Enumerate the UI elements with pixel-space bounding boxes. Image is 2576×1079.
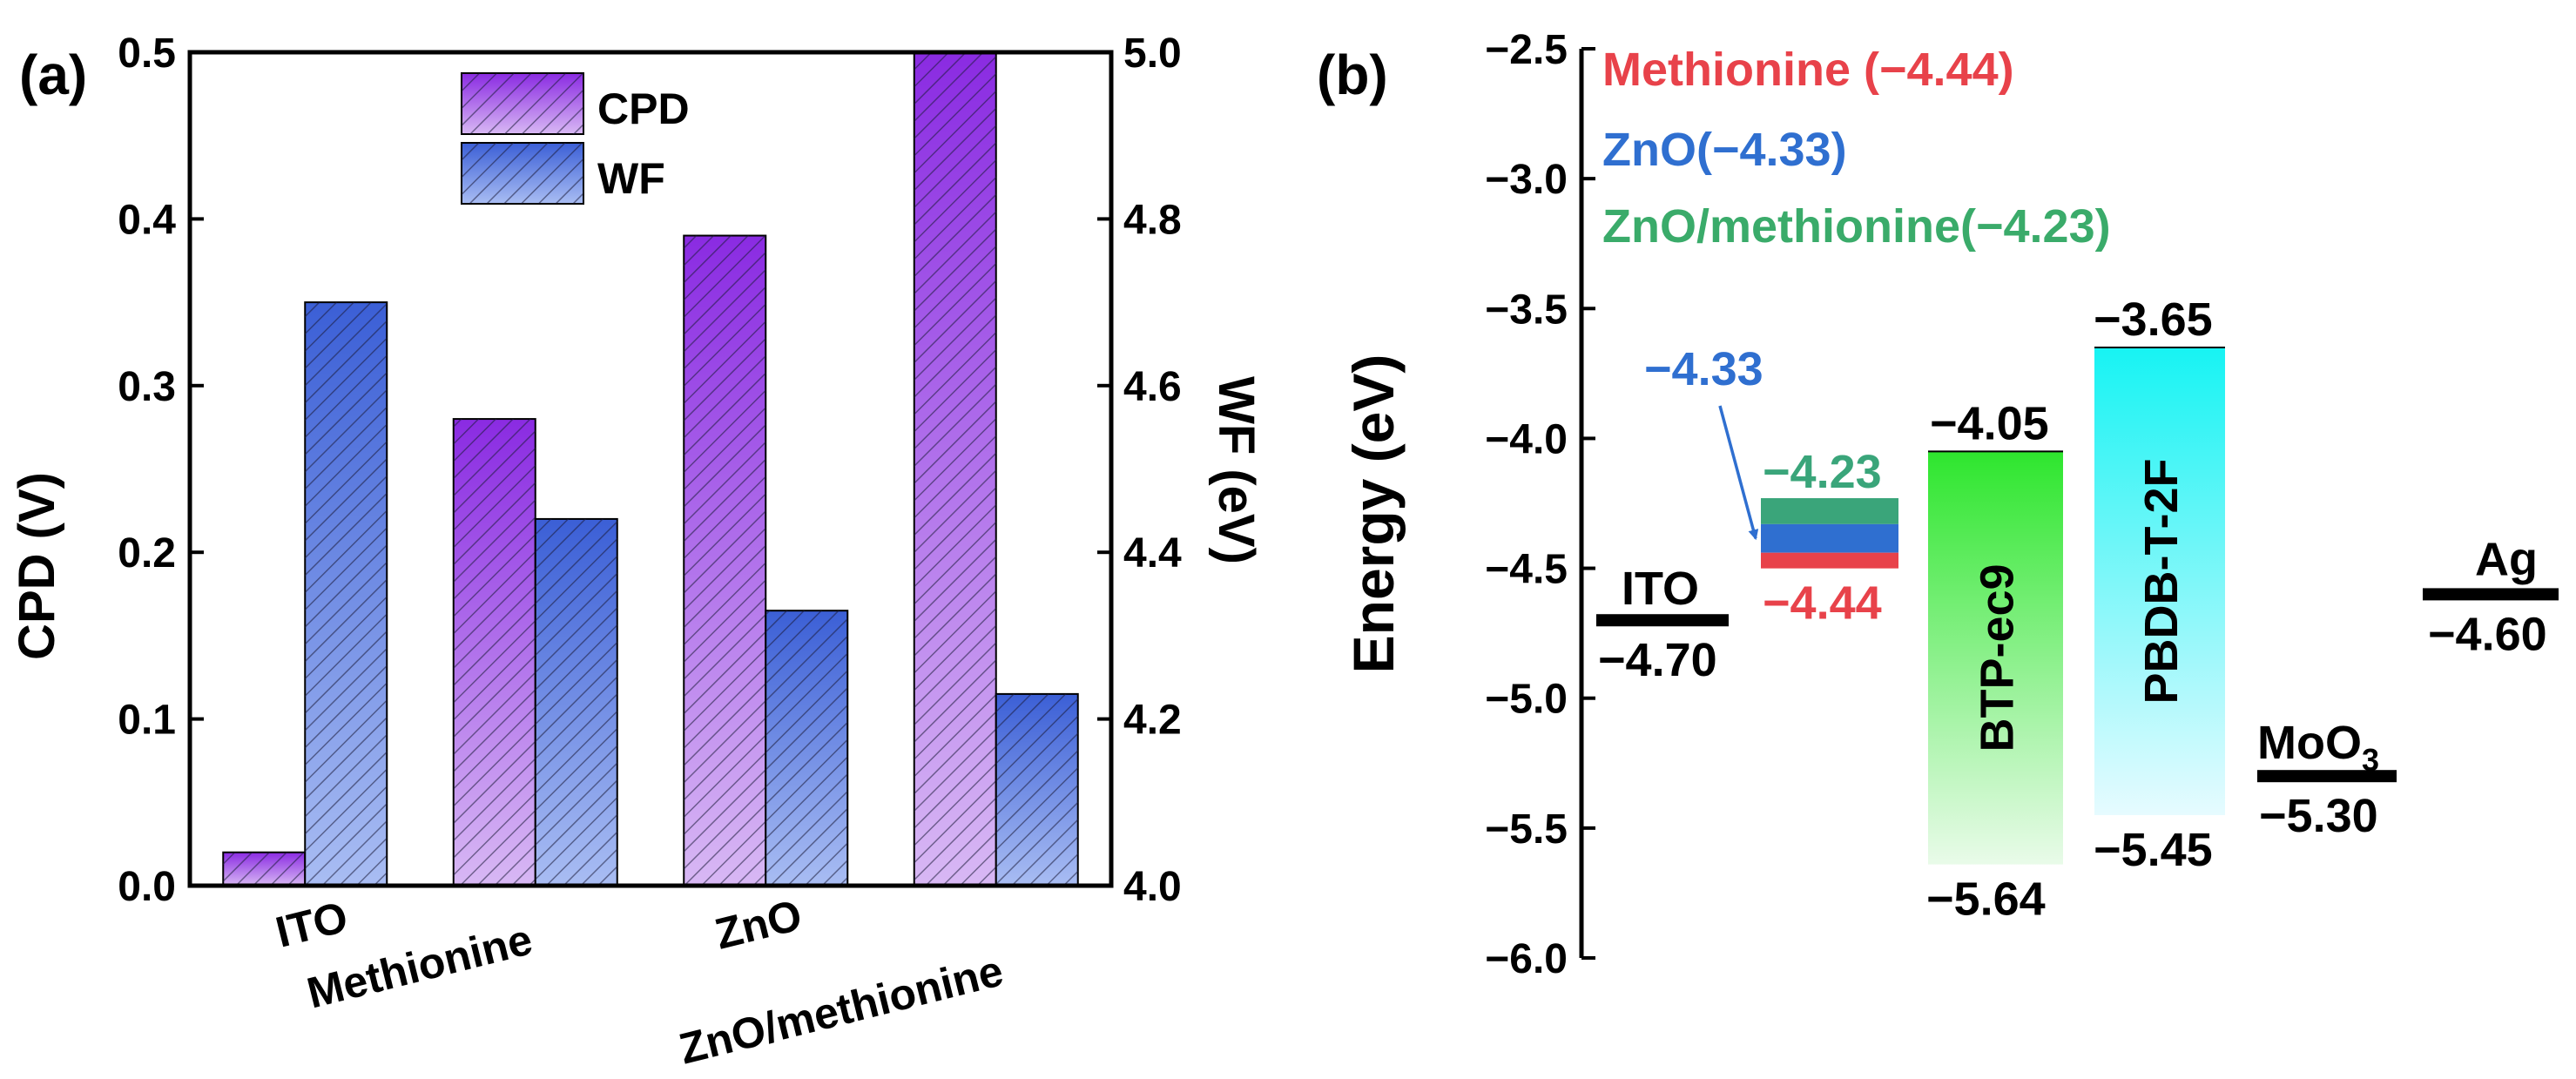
level-value-moo3: −5.30 bbox=[2259, 790, 2378, 842]
legend-entry-methionine-4-44: Methionine (−4.44) bbox=[1602, 44, 2014, 96]
band-name-btp-ec9: BTP-ec9 bbox=[1972, 563, 2024, 752]
cpd-tick-label: 0.1 bbox=[118, 698, 176, 744]
bar-wf-hatch bbox=[535, 518, 617, 886]
stack-layer-zno bbox=[1761, 523, 1898, 553]
legend-entry-zno-4-33: ZnO(−4.33) bbox=[1602, 124, 1847, 176]
energy-tick-label: −6.0 bbox=[1485, 936, 1568, 982]
category-label-ito: ITO bbox=[271, 892, 353, 956]
legend-entry-zno-methionine-4-23: ZnO/methionine(−4.23) bbox=[1602, 200, 2111, 253]
bar-wf-hatch bbox=[995, 693, 1078, 886]
plot-frame bbox=[187, 50, 1114, 888]
cpd-axis-title: CPD (V) bbox=[9, 472, 65, 660]
stack-value-zno: −4.33 bbox=[1644, 343, 1763, 395]
level-line-ito bbox=[1596, 614, 1729, 627]
energy-tick-label: −4.0 bbox=[1485, 416, 1568, 462]
cpd-axis-ticks: 0.0 0.1 0.2 0.3 0.4 0.5 bbox=[118, 30, 204, 910]
level-name-ito: ITO bbox=[1622, 563, 1699, 615]
category-label-zno: ZnO bbox=[711, 890, 807, 959]
level-line-moo3 bbox=[2257, 770, 2397, 783]
level-line-ag bbox=[2423, 588, 2559, 601]
wf-tick-label: 4.0 bbox=[1123, 864, 1182, 910]
wf-tick-label: 4.8 bbox=[1123, 197, 1182, 243]
level-name-ag: Ag bbox=[2475, 533, 2538, 585]
bar-cpd-hatch bbox=[914, 52, 996, 886]
cpd-tick-label: 0.2 bbox=[118, 530, 176, 577]
band-btp-ec9 bbox=[1928, 451, 2063, 865]
category-label-zno-methionine: ZnO/methionine bbox=[674, 946, 1008, 1073]
wf-tick-label: 4.4 bbox=[1123, 530, 1182, 577]
stack-value-methionine: −4.44 bbox=[1763, 577, 1882, 630]
cpd-tick-label: 0.3 bbox=[118, 364, 176, 410]
cpd-tick-label: 0.0 bbox=[118, 864, 176, 910]
band-bottom-value-btp-ec9: −5.64 bbox=[1926, 873, 2046, 926]
energy-tick-label: −3.5 bbox=[1485, 287, 1568, 333]
zno-pointer-arrow bbox=[1718, 405, 1759, 541]
wf-tick-label: 4.2 bbox=[1123, 698, 1182, 744]
bar-cpd-hatch bbox=[453, 419, 536, 887]
bar-wf-hatch bbox=[305, 302, 388, 887]
energy-tick-label: −5.5 bbox=[1485, 806, 1568, 853]
energy-levels: ITO −4.70 MoO3 −5.30 Ag −4.60 −4.23 −4.44 −4.33 B… bbox=[1596, 293, 2559, 926]
legend-label-cpd: CPD bbox=[597, 84, 690, 133]
cpd-tick-label: 0.5 bbox=[118, 30, 176, 77]
panel-a-label: (a) bbox=[19, 44, 87, 106]
band-pbdb-t-2f bbox=[2094, 347, 2225, 815]
stack-layer-zno-methionine bbox=[1761, 498, 1898, 524]
band-top-value-btp-ec9: −4.05 bbox=[1930, 397, 2049, 449]
stack-layer-methionine bbox=[1761, 552, 1898, 569]
legend: Methionine (−4.44) ZnO(−4.33) ZnO/methioni… bbox=[1602, 44, 2111, 253]
band-top-value-pbdb-t-2f: −3.65 bbox=[2094, 293, 2213, 346]
bar-cpd-hatch bbox=[223, 852, 306, 886]
panel-b: (b) Energy (eV) −2.5 −3.0 −3.5 −4.0 −4.5 −5.0… bbox=[1317, 27, 2559, 982]
wf-axis-title: WF (eV) bbox=[1208, 376, 1264, 564]
energy-tick-label: −2.5 bbox=[1485, 27, 1568, 73]
stack-value-zno-methionine: −4.23 bbox=[1763, 446, 1882, 498]
band-name-pbdb-t-2f: PBDB-T-2F bbox=[2135, 458, 2188, 704]
bar-cpd-hatch bbox=[684, 235, 766, 886]
level-name-moo3: MoO3 bbox=[2257, 717, 2379, 778]
energy-tick-label: −4.5 bbox=[1485, 547, 1568, 593]
bar-layer bbox=[222, 51, 1079, 887]
panel-b-label: (b) bbox=[1317, 44, 1388, 106]
wf-tick-label: 5.0 bbox=[1123, 30, 1182, 77]
legend-label-wf: WF bbox=[597, 154, 665, 203]
energy-axis-title: Energy (eV) bbox=[1341, 354, 1406, 674]
cpd-tick-label: 0.4 bbox=[118, 197, 176, 243]
energy-tick-label: −3.0 bbox=[1485, 157, 1568, 203]
energy-tick-label: −5.0 bbox=[1485, 677, 1568, 723]
energy-axis-ticks: −2.5 −3.0 −3.5 −4.0 −4.5 −5.0 −5.5 −6.0 bbox=[1485, 27, 1595, 982]
level-value-ag: −4.60 bbox=[2428, 608, 2547, 660]
band-bottom-value-pbdb-t-2f: −5.45 bbox=[2094, 824, 2213, 876]
legend: CPD WF bbox=[461, 72, 690, 205]
wf-tick-label: 4.6 bbox=[1123, 364, 1182, 410]
level-value-ito: −4.70 bbox=[1598, 634, 1717, 686]
panel-a: (a) CPD (V) WF (eV) 0.0 0.1 0.2 0.3 0.4 0.5 4… bbox=[9, 30, 1264, 1074]
level-name-subscript: 3 bbox=[2362, 742, 2379, 778]
bar-wf-hatch bbox=[765, 610, 848, 886]
